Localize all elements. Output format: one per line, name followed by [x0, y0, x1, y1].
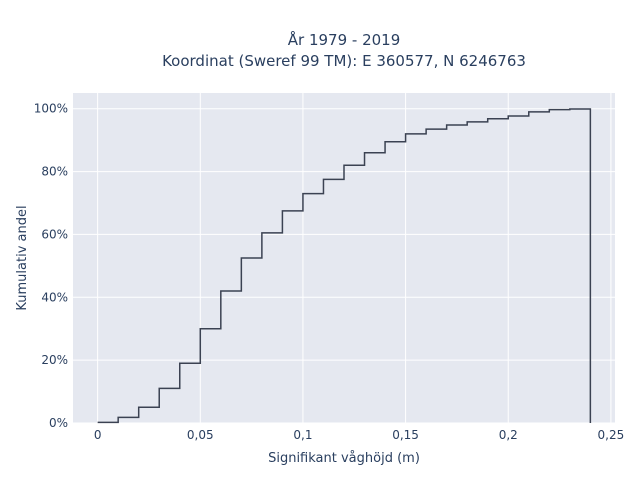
- x-axis-title: Signifikant våghöjd (m): [268, 451, 420, 466]
- y-tick-label: 40%: [41, 290, 68, 304]
- x-tick-label: 0,25: [598, 428, 625, 442]
- x-tick-label: 0,05: [187, 428, 214, 442]
- chart-title-line1: År 1979 - 2019: [288, 30, 401, 49]
- x-tick-label: 0: [94, 428, 102, 442]
- chart-title-line2: Koordinat (Sweref 99 TM): E 360577, N 62…: [162, 52, 526, 70]
- x-tick-label: 0,1: [293, 428, 312, 442]
- x-tick-label: 0,15: [392, 428, 419, 442]
- y-axis-title: Kumulativ andel: [15, 205, 30, 310]
- x-tick-label: 0,2: [499, 428, 518, 442]
- y-tick-label: 100%: [34, 102, 68, 116]
- series-layer: [97, 108, 592, 424]
- series-line: [97, 108, 592, 424]
- y-axis-ticks: 0% 20% 40% 60% 80% 100%: [34, 102, 68, 430]
- y-tick-label: 60%: [41, 227, 68, 241]
- x-axis-ticks: 0 0,05 0,1 0,15 0,2 0,25: [94, 428, 624, 442]
- y-tick-label: 0%: [49, 416, 68, 430]
- grid-lines: [73, 93, 615, 424]
- plot-area: [73, 93, 615, 423]
- y-tick-label: 80%: [41, 165, 68, 179]
- y-tick-label: 20%: [41, 353, 68, 367]
